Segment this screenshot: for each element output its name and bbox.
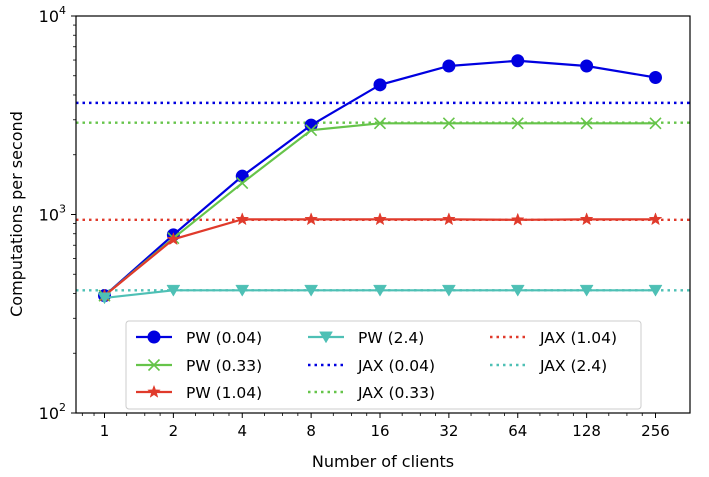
legend-label: PW (1.04) <box>186 384 262 402</box>
data-point <box>579 212 594 226</box>
legend-item-pw-0-33: PW (0.33) <box>136 357 262 375</box>
legend-label: PW (0.04) <box>186 329 262 347</box>
legend-label: PW (2.4) <box>358 329 424 347</box>
series-line-pw-0-33 <box>103 122 656 297</box>
x-tick-label: 128 <box>572 422 601 440</box>
data-point <box>373 117 387 130</box>
series-pw-0-33 <box>98 117 662 302</box>
x-tick-label: 2 <box>169 422 179 440</box>
series-line-pw-0-04 <box>103 59 656 297</box>
legend-box <box>125 320 642 410</box>
data-point <box>648 284 663 297</box>
data-point <box>511 54 525 68</box>
data-point <box>97 292 112 305</box>
data-point <box>580 59 594 73</box>
legend-item-jax-0-04: JAX (0.04) <box>308 357 435 375</box>
x-tick-label: 64 <box>508 422 527 440</box>
legend-label: PW (0.33) <box>186 357 262 375</box>
data-point <box>510 284 525 297</box>
data-point <box>304 284 319 297</box>
series-pw-2-4 <box>97 284 663 305</box>
y-axis: 102 103 104 <box>39 4 76 423</box>
legend: PW (0.04) PW (0.33) PW (1.04) PW (2.4) JAX (… <box>125 320 642 410</box>
legend-marker <box>147 384 161 398</box>
legend-label: JAX (1.04) <box>539 329 617 347</box>
x-tick-label: 1 <box>100 422 110 440</box>
data-point <box>511 117 524 130</box>
legend-marker <box>319 331 333 344</box>
data-point <box>235 212 250 226</box>
legend-item-pw-1-04: PW (1.04) <box>136 384 262 402</box>
x-axis: 1 2 4 8 16 32 64 128 256 <box>81 413 670 440</box>
series-pw-0-04 <box>98 54 662 303</box>
data-point <box>235 284 250 297</box>
y-axis-label: Computations per second <box>7 111 26 317</box>
data-point <box>373 284 387 297</box>
legend-label: JAX (0.33) <box>357 384 435 402</box>
x-tick-label: 256 <box>641 422 670 440</box>
legend-label: JAX (2.4) <box>539 357 607 375</box>
legend-marker <box>147 330 161 344</box>
x-tick-label: 4 <box>237 422 247 440</box>
series-line-pw-1-04 <box>103 218 656 297</box>
x-tick-label: 32 <box>439 422 458 440</box>
y-tick-label: 103 <box>39 203 66 225</box>
data-point <box>236 176 249 190</box>
legend-item-jax-1-04: JAX (1.04) <box>490 329 617 347</box>
data-point <box>441 284 456 297</box>
data-point <box>442 59 456 73</box>
legend-item-pw-2-4: PW (2.4) <box>308 329 424 347</box>
y-tick-label: 104 <box>39 4 66 26</box>
legend-item-jax-0-33: JAX (0.33) <box>308 384 435 402</box>
data-point <box>442 212 456 226</box>
data-point <box>649 117 662 130</box>
data-point <box>580 117 593 130</box>
data-point <box>166 284 181 297</box>
data-point <box>648 212 663 226</box>
data-point <box>510 212 525 226</box>
data-point <box>305 124 318 137</box>
data-point <box>649 70 662 84</box>
legend-item-pw-0-04: PW (0.04) <box>136 329 262 347</box>
data-point <box>373 78 387 92</box>
data-point <box>442 117 455 130</box>
data-point <box>373 212 387 226</box>
data-point <box>304 212 318 226</box>
y-tick-label: 102 <box>39 401 66 423</box>
x-axis-label: Number of clients <box>312 452 454 471</box>
legend-label: JAX (0.04) <box>357 357 435 375</box>
data-point <box>166 232 181 246</box>
series-layer <box>76 54 690 305</box>
x-tick-label: 8 <box>306 422 316 440</box>
legend-marker <box>147 358 161 372</box>
data-point <box>579 284 594 297</box>
x-tick-label: 16 <box>370 422 389 440</box>
legend-item-jax-2-4: JAX (2.4) <box>490 357 607 375</box>
